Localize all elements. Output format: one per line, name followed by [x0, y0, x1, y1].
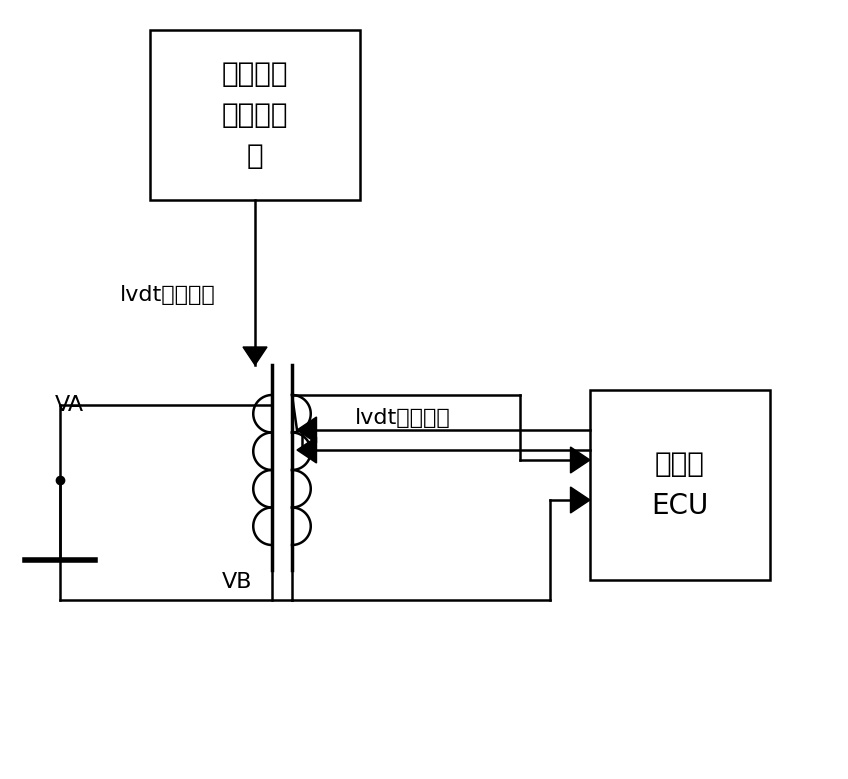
Text: VB: VB — [222, 572, 253, 592]
Polygon shape — [297, 437, 316, 463]
Text: 燃油调节
器活门输
出: 燃油调节 器活门输 出 — [221, 60, 288, 170]
Bar — [590, 390, 770, 580]
Text: lvdt激励信号: lvdt激励信号 — [355, 408, 451, 428]
Text: 控制器
ECU: 控制器 ECU — [651, 450, 709, 520]
Text: VA: VA — [55, 395, 84, 415]
Polygon shape — [297, 417, 316, 443]
Polygon shape — [571, 487, 590, 513]
Polygon shape — [571, 447, 590, 473]
Text: lvdt位置信号: lvdt位置信号 — [120, 285, 215, 305]
Bar — [150, 30, 360, 200]
Polygon shape — [243, 347, 267, 365]
